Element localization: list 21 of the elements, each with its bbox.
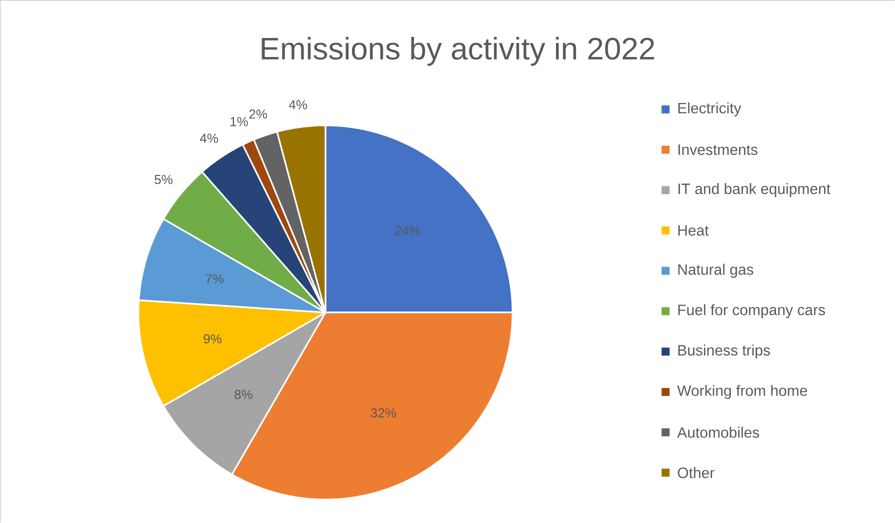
legend-label: Automobiles [677,426,760,438]
chart-title: Emissions by activity in 2022 [262,36,654,66]
legend-label: Electricity [678,102,742,116]
legend-label: Investments [678,144,758,156]
data-label: 32% [370,408,396,418]
data-label: 5% [154,175,172,184]
data-label: 7% [206,274,224,284]
data-label: 1% [230,117,248,126]
legend-label: Business trips [678,344,770,359]
data-label: 8% [234,390,252,400]
data-label: 9% [204,334,222,344]
legend-label: Natural gas [678,264,754,278]
legend-label: Other [678,467,714,478]
data-label: 4% [200,134,218,143]
legend-label: Working from home [677,385,808,399]
data-label: 24% [395,226,420,236]
legend-label: Fuel for company cars [678,304,825,318]
legend-label: Heat [678,225,709,236]
data-label: 4% [289,100,308,110]
data-label: 2% [249,110,268,119]
legend-label: IT and bank equipment [678,183,830,198]
